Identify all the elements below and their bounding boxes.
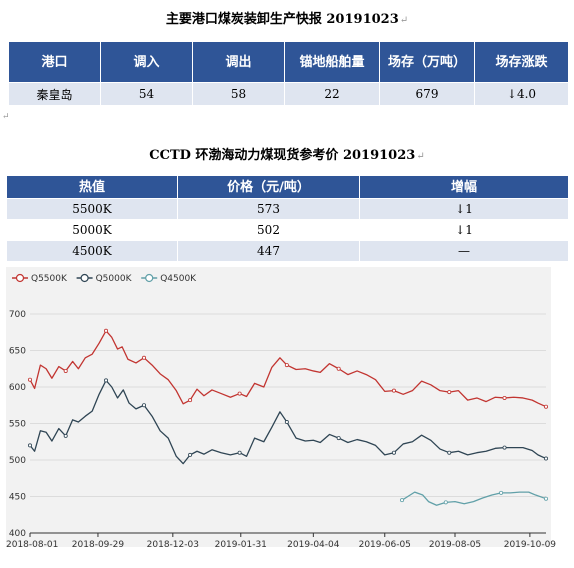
data-point [443, 500, 448, 505]
x-tick-label: 2018-09-29 [72, 540, 125, 550]
y-tick-label: 450 [9, 493, 26, 503]
y-tick-label: 550 [9, 420, 26, 430]
data-point [284, 363, 289, 368]
data-point [502, 395, 507, 400]
cell-change: — [359, 240, 569, 262]
title-coal-port-report: 主要港口煤炭装卸生产快报 20191023↵ [0, 8, 574, 27]
port-table-header: 港口 调入 调出 锚地船舶量 场存（万吨） 场存涨跌 [8, 41, 569, 83]
chart-grid [30, 313, 546, 534]
cell-price: 573 [177, 198, 360, 220]
data-point [63, 368, 68, 373]
header-port: 港口 [8, 41, 101, 83]
data-point [142, 403, 147, 408]
legend-label: Q5500K [31, 274, 68, 284]
header-change: 增幅 [359, 175, 569, 199]
y-tick-label: 500 [9, 456, 26, 466]
cell-calorific: 5000K [6, 219, 178, 241]
cell-stock-change: ↓4.0 [474, 82, 569, 106]
chart-series [27, 328, 549, 506]
x-tick-label: 2019-08-05 [429, 540, 481, 550]
price-table-header: 热值 价格（元/吨） 增幅 [6, 175, 569, 199]
data-point [188, 398, 193, 403]
title-text: CCTD 环渤海动力煤现货参考价 20191023 [149, 148, 416, 163]
legend-label: Q5000K [96, 274, 133, 284]
chart-axes: 400 450 500 550 600 650 700 2018-08-01 2018-09-2… [6, 310, 556, 550]
cell-change: ↓1 [359, 198, 569, 220]
cell-stock: 679 [379, 82, 475, 106]
legend-marker [80, 273, 89, 283]
x-tick-label: 2018-12-03 [147, 540, 199, 550]
title-text: 主要港口煤炭装卸生产快报 20191023 [165, 12, 399, 27]
return-mark-icon: ↵ [2, 112, 10, 122]
x-tick-label: 2019-01-31 [215, 540, 267, 550]
data-point [142, 355, 147, 360]
table-row: 5000K 502 ↓1 [6, 219, 569, 241]
data-point [400, 498, 405, 503]
header-anchored-ships: 锚地船舶量 [284, 41, 380, 83]
header-calorific: 热值 [6, 175, 178, 199]
port-table: 港口 调入 调出 锚地船舶量 场存（万吨） 场存涨跌 秦皇岛 54 58 22 … [8, 41, 569, 106]
cell-calorific: 4500K [6, 240, 178, 262]
table-row: 4500K 447 — [6, 240, 569, 262]
chart-background [6, 267, 551, 547]
data-point [544, 404, 549, 409]
table-row: 秦皇岛 54 58 22 679 ↓4.0 [8, 82, 569, 106]
data-point [447, 390, 452, 395]
data-point [104, 328, 109, 333]
cell-port: 秦皇岛 [8, 82, 101, 106]
cell-change: ↓1 [359, 219, 569, 241]
x-tick-label: 2018-08-01 [6, 540, 58, 550]
title-price-report: CCTD 环渤海动力煤现货参考价 20191023↵ [0, 144, 574, 163]
cell-outflow: 58 [192, 82, 285, 106]
return-mark-icon: ↵ [399, 15, 409, 26]
header-inflow: 调入 [100, 41, 193, 83]
data-point [391, 450, 396, 455]
cell-price: 502 [177, 219, 360, 241]
table-row: 5500K 573 ↓1 [6, 198, 569, 220]
y-tick-label: 650 [9, 347, 26, 357]
chart-legend: Q5500K Q5000K Q4500K [12, 273, 197, 284]
header-outflow: 调出 [192, 41, 285, 83]
data-point [391, 388, 396, 393]
cell-inflow: 54 [100, 82, 193, 106]
data-point [27, 377, 32, 382]
legend-marker [145, 273, 154, 283]
return-mark-icon: ↵ [416, 151, 425, 162]
x-tick-label: 2019-04-04 [287, 540, 340, 550]
data-point [336, 436, 341, 441]
x-tick-label: 2019-10-09 [504, 540, 557, 550]
y-tick-label: 400 [9, 529, 26, 539]
data-point [104, 378, 109, 383]
cell-price: 447 [177, 240, 360, 262]
data-point [27, 443, 32, 448]
data-point [544, 456, 549, 461]
header-price: 价格（元/吨） [177, 175, 360, 199]
legend-marker [15, 273, 25, 283]
header-stock-change: 场存涨跌 [474, 41, 569, 83]
legend-label: Q4500K [160, 274, 197, 284]
data-point [237, 391, 242, 396]
y-tick-label: 600 [9, 383, 26, 393]
data-point [502, 445, 507, 450]
data-point [284, 420, 289, 425]
data-point [336, 366, 341, 371]
cell-calorific: 5500K [6, 198, 178, 220]
x-tick-label: 2019-06-05 [359, 540, 411, 550]
data-point [544, 496, 549, 501]
data-point [499, 490, 504, 495]
data-point [188, 452, 193, 457]
y-tick-label: 700 [9, 310, 26, 320]
data-point [447, 450, 452, 455]
data-point [63, 433, 68, 438]
data-point [237, 450, 242, 455]
price-table: 热值 价格（元/吨） 增幅 5500K 573 ↓1 5000K 502 ↓1 … [6, 175, 569, 262]
series-line [401, 491, 547, 506]
price-line-chart: 400 450 500 550 600 650 700 2018-08-01 2018-09-2… [6, 267, 556, 550]
cell-anchored-ships: 22 [284, 82, 380, 106]
header-stock: 场存（万吨） [379, 41, 475, 83]
